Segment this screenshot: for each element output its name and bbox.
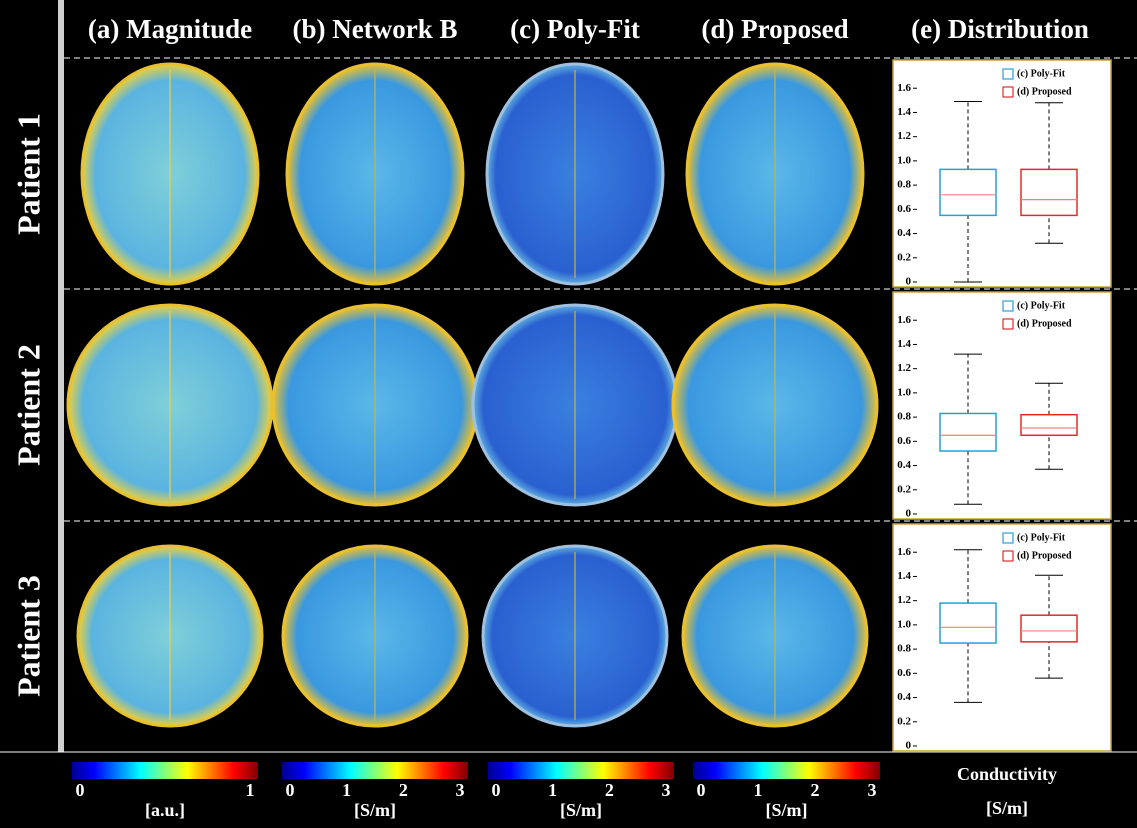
colorbar-unit: [a.u.] bbox=[145, 800, 185, 820]
colorbar-title-unit: [S/m] bbox=[986, 798, 1028, 818]
divider bbox=[58, 0, 64, 752]
colorbar-unit: [S/m] bbox=[766, 800, 808, 820]
y-tick-label: 0.4 bbox=[897, 691, 911, 703]
box bbox=[1021, 615, 1077, 642]
box bbox=[1021, 415, 1077, 436]
colorbar-tick-label: 3 bbox=[456, 780, 465, 800]
y-tick-label: 1.2 bbox=[897, 130, 911, 142]
y-tick-label: 0 bbox=[906, 508, 912, 520]
y-tick-label: 1.4 bbox=[897, 106, 911, 118]
y-tick-label: 0.2 bbox=[897, 483, 911, 495]
legend-label: (d) Proposed bbox=[1017, 318, 1072, 329]
figure: Conductivity [S/m] (a) Magnitude (b) Netw… bbox=[0, 0, 1137, 828]
legend-label: (c) Poly-Fit bbox=[1017, 532, 1066, 543]
colorbar-tick-label: 1 bbox=[246, 780, 255, 800]
y-tick-label: 1.0 bbox=[897, 618, 911, 630]
y-tick-label: 1.6 bbox=[897, 82, 911, 94]
box bbox=[940, 603, 996, 643]
y-tick-label: 1.6 bbox=[897, 546, 911, 558]
column-header: (e) Distribution bbox=[911, 14, 1089, 44]
y-tick-label: 0.4 bbox=[897, 459, 911, 471]
y-tick-label: 1.0 bbox=[897, 386, 911, 398]
colorbar bbox=[488, 762, 674, 779]
box bbox=[940, 413, 996, 451]
y-tick-label: 0.6 bbox=[897, 203, 911, 215]
colorbar-tick-label: 3 bbox=[662, 780, 671, 800]
colorbar-tick-label: 0 bbox=[697, 780, 706, 800]
colorbar-tick-label: 2 bbox=[399, 780, 408, 800]
box bbox=[940, 169, 996, 215]
column-header: (a) Magnitude bbox=[88, 14, 252, 44]
colorbar-title: Conductivity bbox=[957, 764, 1057, 784]
colorbar-tick-label: 1 bbox=[548, 780, 557, 800]
colorbar-tick-label: 0 bbox=[76, 780, 85, 800]
colorbar-unit: [S/m] bbox=[560, 800, 602, 820]
y-tick-label: 1.4 bbox=[897, 570, 911, 582]
colorbar-tick-label: 2 bbox=[605, 780, 614, 800]
y-tick-label: 1.2 bbox=[897, 594, 911, 606]
colorbar-unit: [S/m] bbox=[354, 800, 396, 820]
y-tick-label: 0.6 bbox=[897, 667, 911, 679]
legend-label: (d) Proposed bbox=[1017, 550, 1072, 561]
y-tick-label: 0.8 bbox=[897, 643, 911, 655]
column-header: (c) Poly-Fit bbox=[510, 14, 640, 44]
colorbar-tick-label: 2 bbox=[811, 780, 820, 800]
row-label: Patient 3 bbox=[10, 575, 46, 697]
legend-label: (c) Poly-Fit bbox=[1017, 68, 1066, 79]
colorbar bbox=[282, 762, 468, 779]
y-tick-label: 1.6 bbox=[897, 314, 911, 326]
legend-label: (c) Poly-Fit bbox=[1017, 300, 1066, 311]
colorbar bbox=[72, 762, 258, 779]
column-header: (b) Network B bbox=[293, 14, 458, 44]
y-tick-label: 1.0 bbox=[897, 154, 911, 166]
y-tick-label: 0 bbox=[906, 740, 912, 752]
y-tick-label: 0.8 bbox=[897, 179, 911, 191]
box bbox=[1021, 169, 1077, 215]
colorbar-tick-label: 0 bbox=[286, 780, 295, 800]
plot-panel bbox=[893, 292, 1111, 519]
plot-panel bbox=[893, 524, 1111, 751]
column-header: (d) Proposed bbox=[701, 14, 848, 44]
colorbar-tick-label: 0 bbox=[492, 780, 501, 800]
y-tick-label: 0.2 bbox=[897, 715, 911, 727]
y-tick-label: 0.4 bbox=[897, 227, 911, 239]
y-tick-label: 0.2 bbox=[897, 251, 911, 263]
y-tick-label: 0.6 bbox=[897, 435, 911, 447]
colorbar-tick-label: 1 bbox=[754, 780, 763, 800]
colorbar-tick-label: 3 bbox=[868, 780, 877, 800]
colorbar-tick-label: 1 bbox=[342, 780, 351, 800]
row-label: Patient 1 bbox=[10, 113, 46, 235]
y-tick-label: 1.2 bbox=[897, 362, 911, 374]
colorbar bbox=[693, 762, 880, 779]
y-tick-label: 0 bbox=[906, 276, 912, 288]
row-label: Patient 2 bbox=[10, 344, 46, 466]
y-tick-label: 1.4 bbox=[897, 338, 911, 350]
y-tick-label: 0.8 bbox=[897, 411, 911, 423]
legend-label: (d) Proposed bbox=[1017, 86, 1072, 97]
plot-panel bbox=[893, 60, 1111, 287]
